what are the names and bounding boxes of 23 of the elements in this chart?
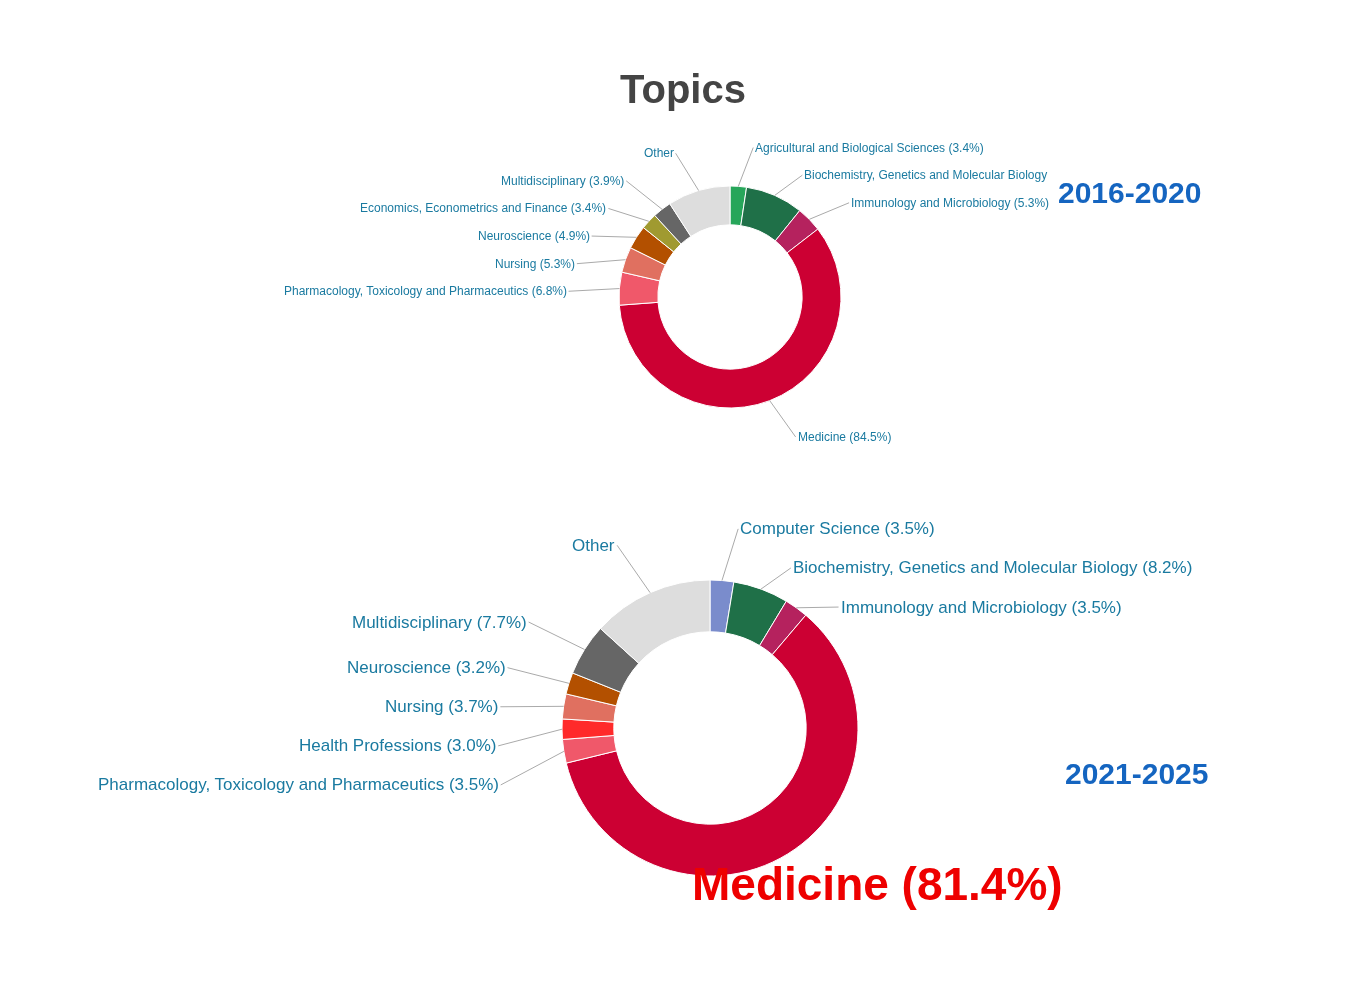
slice-label: Biochemistry, Genetics and Molecular Biology [804,168,1048,182]
slice-label: Immunology and Microbiology (3.5%) [841,598,1122,617]
text: 2021-2025 [1065,757,1209,790]
slice-label: Economics, Econometrics and Finance (3.4%) [360,201,607,215]
slice-label: Nursing (5.3%) [495,257,576,271]
slice-label: Computer Science (3.5%) [740,519,935,538]
slice-label: Immunology and Microbiology (5.3%) [851,196,1050,210]
slice-label: Neuroscience (3.2%) [347,658,506,677]
slice-label: Other [644,146,675,160]
slice-label: Multidisciplinary (3.9%) [501,174,625,188]
slice-label: Neuroscience (4.9%) [478,229,591,243]
slice-label: Pharmacology, Toxicology and Pharmaceutics (6.8%) [284,284,568,298]
slice-label: Medicine (84.5%) [798,430,892,444]
slice-label: Biochemistry, Genetics and Molecular Biology (8.2%) [793,558,1193,577]
slice-label: Agricultural and Biological Sciences (3.4%) [755,141,984,155]
slice-label: Health Professions (3.0%) [299,736,497,755]
chart-title: Topics [620,67,746,111]
slice-label: Multidisciplinary (7.7%) [352,613,527,632]
slice-label: Other [572,536,615,555]
text: 2016-2020 [1058,176,1202,209]
text: Medicine (81.4%) [692,858,1063,910]
slice-label: Nursing (3.7%) [385,697,499,716]
slice-label: Pharmacology, Toxicology and Pharmaceutics (3.5%) [98,775,499,794]
